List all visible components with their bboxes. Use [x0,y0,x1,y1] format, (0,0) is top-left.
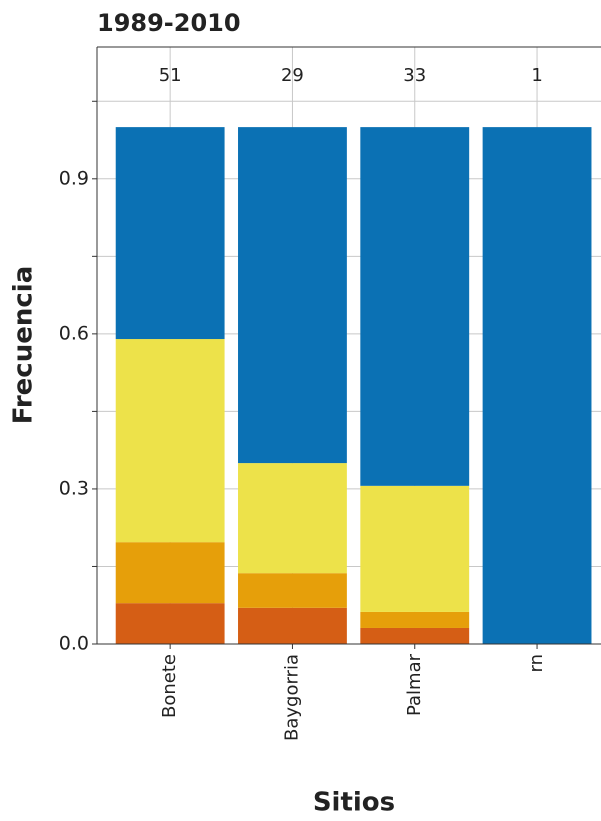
bar-segment [115,603,225,644]
count-label: 33 [403,65,426,86]
bar-segment [238,127,347,464]
chart-title: 1989-2010 [97,9,241,37]
x-tick-label: rn [526,654,547,673]
bar-segment [115,542,225,604]
x-tick-label: Palmar [404,653,425,716]
y-tick-label: 0.6 [59,322,89,344]
count-label: 51 [159,65,182,86]
bar-segment [115,127,225,340]
bar-segment [238,573,347,608]
bar-segment [360,627,470,644]
bar-segment [115,339,225,543]
bar-segment [482,127,592,644]
bar-segment [360,611,470,628]
bar-segment [238,463,347,574]
count-label: 1 [531,65,542,86]
bar-segment [360,485,470,612]
bar-segment [238,607,347,644]
y-axis-label: Frecuencia [9,266,39,425]
y-tick-label: 0.0 [59,633,89,655]
count-label: 29 [281,65,304,86]
x-tick-label: Bonete [159,654,180,718]
y-tick-label: 0.3 [59,477,89,499]
bar-segment [360,127,470,486]
x-axis-label: Sitios [313,788,395,818]
x-tick-label: Baygorria [281,654,302,741]
y-tick-label: 0.9 [59,167,89,189]
